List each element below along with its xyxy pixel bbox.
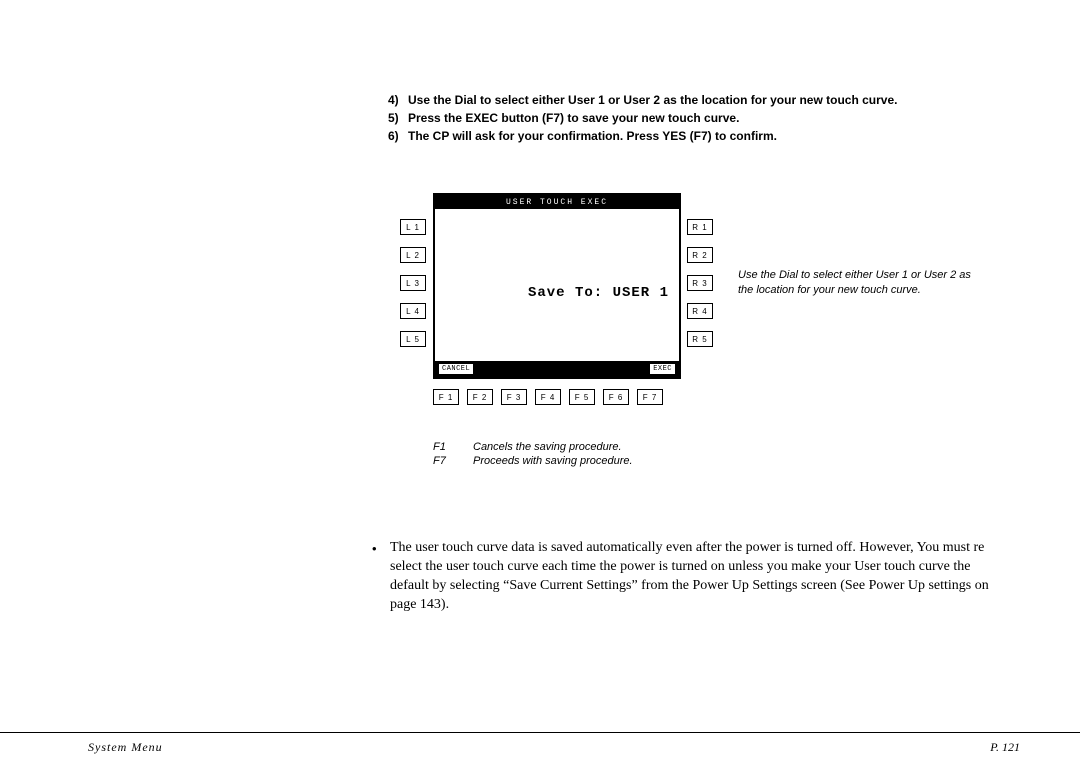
legend-row: F1 Cancels the saving procedure. — [433, 441, 633, 453]
instruction-text: The CP will ask for your confirmation. P… — [408, 127, 1008, 145]
lcd-screen: USER TOUCH EXEC Save To: USER 1 CANCEL E… — [433, 193, 681, 379]
legend-desc: Cancels the saving procedure. — [473, 441, 622, 453]
lcd-exec-label: EXEC — [650, 364, 675, 374]
l1-button[interactable]: L 1 — [400, 219, 426, 235]
body-paragraph: The user touch curve data is saved autom… — [390, 539, 1010, 615]
instruction-item: 4) Use the Dial to select either User 1 … — [388, 91, 1008, 109]
f6-button[interactable]: F 6 — [603, 389, 629, 405]
r5-button[interactable]: R 5 — [687, 331, 713, 347]
instruction-list: 4) Use the Dial to select either User 1 … — [388, 91, 1008, 145]
fkey-legend: F1 Cancels the saving procedure. F7 Proc… — [433, 441, 633, 469]
left-button-column: L 1 L 2 L 3 L 4 L 5 — [400, 219, 426, 347]
footer-rule — [0, 732, 1080, 733]
lcd-main-text: Save To: USER 1 — [528, 285, 669, 301]
f5-button[interactable]: F 5 — [569, 389, 595, 405]
instruction-text: Press the EXEC button (F7) to save your … — [408, 109, 1008, 127]
right-button-column: R 1 R 2 R 3 R 4 R 5 — [687, 219, 713, 347]
r4-button[interactable]: R 4 — [687, 303, 713, 319]
l4-button[interactable]: L 4 — [400, 303, 426, 319]
legend-key: F7 — [433, 455, 473, 467]
instruction-number: 4) — [388, 91, 408, 109]
lcd-title-bar: USER TOUCH EXEC — [435, 195, 679, 209]
r3-button[interactable]: R 3 — [687, 275, 713, 291]
instruction-number: 5) — [388, 109, 408, 127]
instruction-number: 6) — [388, 127, 408, 145]
f2-button[interactable]: F 2 — [467, 389, 493, 405]
instruction-item: 6) The CP will ask for your confirmation… — [388, 127, 1008, 145]
footer-left: System Menu — [88, 740, 163, 755]
bullet-icon: • — [372, 541, 377, 556]
footer-right: P. 121 — [990, 740, 1020, 755]
f7-button[interactable]: F 7 — [637, 389, 663, 405]
side-caption: Use the Dial to select either User 1 or … — [738, 268, 988, 298]
f4-button[interactable]: F 4 — [535, 389, 561, 405]
l2-button[interactable]: L 2 — [400, 247, 426, 263]
lcd-cancel-label: CANCEL — [439, 364, 473, 374]
r1-button[interactable]: R 1 — [687, 219, 713, 235]
fkey-row: F 1 F 2 F 3 F 4 F 5 F 6 F 7 — [433, 389, 663, 405]
legend-desc: Proceeds with saving procedure. — [473, 455, 633, 467]
page: 4) Use the Dial to select either User 1 … — [0, 0, 1080, 764]
l3-button[interactable]: L 3 — [400, 275, 426, 291]
f1-button[interactable]: F 1 — [433, 389, 459, 405]
f3-button[interactable]: F 3 — [501, 389, 527, 405]
instruction-item: 5) Press the EXEC button (F7) to save yo… — [388, 109, 1008, 127]
r2-button[interactable]: R 2 — [687, 247, 713, 263]
instruction-text: Use the Dial to select either User 1 or … — [408, 91, 1008, 109]
l5-button[interactable]: L 5 — [400, 331, 426, 347]
lcd-footer-bar: CANCEL EXEC — [435, 361, 679, 377]
legend-key: F1 — [433, 441, 473, 453]
legend-row: F7 Proceeds with saving procedure. — [433, 455, 633, 467]
lcd-body: Save To: USER 1 — [435, 209, 679, 361]
